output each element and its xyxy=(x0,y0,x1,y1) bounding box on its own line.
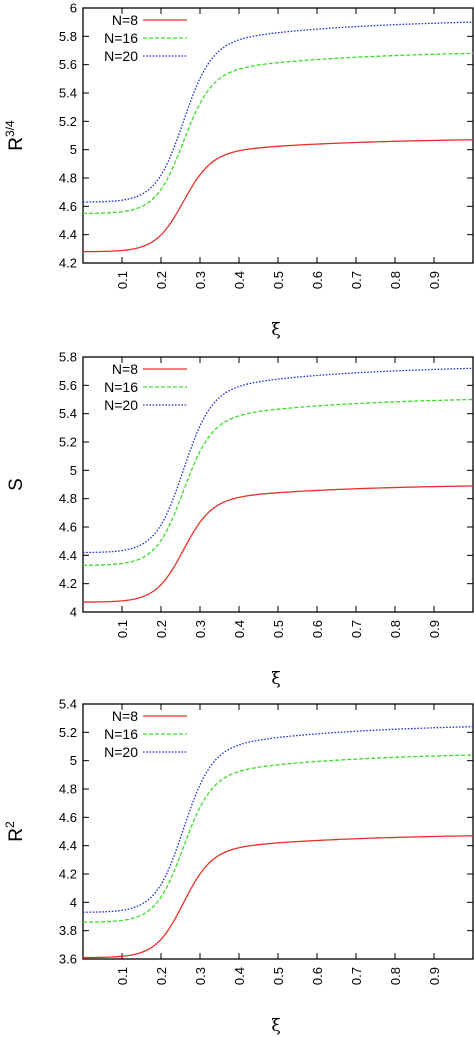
x-tick-label: 0.7 xyxy=(349,967,364,985)
x-tick-label: 0.5 xyxy=(271,967,286,985)
y-tick-label: 5.2 xyxy=(59,725,77,740)
y-tick-label: 4.6 xyxy=(59,520,77,535)
series-line-n8 xyxy=(82,139,474,253)
plot-frame xyxy=(82,7,474,264)
series-line-n20 xyxy=(82,367,474,554)
y-tick-label: 4.6 xyxy=(59,199,77,214)
y-tick-label: 5 xyxy=(70,142,77,157)
legend-label: N=8 xyxy=(112,12,138,28)
y-tick-label: 4 xyxy=(70,895,77,910)
legend-label: N=20 xyxy=(104,744,138,760)
legend-label: N=16 xyxy=(104,726,138,742)
legend-label: N=8 xyxy=(112,361,138,377)
y-tick-label: 5.2 xyxy=(59,114,77,129)
x-tick-label: 0.3 xyxy=(193,271,208,289)
y-tick-label: 4.8 xyxy=(59,782,77,797)
chart-panel-3: 3.6 3.8 4 4.2 4.4 4.6 4.8 5 5.2 5.4 0.1 0.2 0.3 0.4 0.… xyxy=(3,697,474,1036)
series-line-n20 xyxy=(82,21,474,203)
y-tick-label: 5.4 xyxy=(59,697,77,712)
x-tick-label: 0.6 xyxy=(310,620,325,638)
series-line-n8 xyxy=(82,835,474,959)
x-tick-label: 0.4 xyxy=(232,967,247,985)
x-tick-label: 0.8 xyxy=(388,620,403,638)
y-tick-label: 3.6 xyxy=(59,952,77,967)
y-axis-label-main: R xyxy=(6,828,27,842)
x-tick-label: 0.9 xyxy=(427,271,442,289)
x-axis-label: ξ xyxy=(271,669,280,689)
y-tick-label: 4 xyxy=(70,605,77,620)
plot-frame xyxy=(82,703,474,960)
x-axis-label: ξ xyxy=(271,1016,280,1036)
y-tick-label: 5.8 xyxy=(59,350,77,365)
legend-label: N=16 xyxy=(104,379,138,395)
y-axis-label: R2 xyxy=(3,821,27,842)
legend-label: N=8 xyxy=(112,708,138,724)
y-tick-label: 4.2 xyxy=(59,256,77,271)
series-line-n16 xyxy=(82,754,474,923)
series-line-n8 xyxy=(82,485,474,603)
x-tick-label: 0.4 xyxy=(232,271,247,289)
series-line-n16 xyxy=(82,398,474,566)
y-axis-label-superscript: 3/4 xyxy=(3,120,17,137)
y-tick-label: 5.2 xyxy=(59,435,77,450)
x-tick-label: 0.7 xyxy=(349,620,364,638)
y-tick-label: 5.4 xyxy=(59,86,77,101)
x-tick-label: 0.9 xyxy=(427,620,442,638)
x-tick-label: 0.3 xyxy=(193,967,208,985)
y-tick-label: 5.8 xyxy=(59,29,77,44)
series-line-n16 xyxy=(82,52,474,215)
y-tick-label: 4.4 xyxy=(59,838,77,853)
y-tick-label: 4.2 xyxy=(59,576,77,591)
legend-label: N=20 xyxy=(104,48,138,64)
y-tick-label: 4.2 xyxy=(59,867,77,882)
y-tick-label: 5 xyxy=(70,463,77,478)
x-tick-label: 0.5 xyxy=(271,620,286,638)
x-tick-label: 0.8 xyxy=(388,967,403,985)
x-tick-label: 0.5 xyxy=(271,271,286,289)
plot-frame xyxy=(82,356,474,613)
x-tick-label: 0.1 xyxy=(115,271,130,289)
y-tick-label: 4.4 xyxy=(59,548,77,563)
y-tick-label: 3.8 xyxy=(59,923,77,938)
legend-label: N=16 xyxy=(104,30,138,46)
y-axis-label-main: R xyxy=(6,137,27,151)
x-tick-label: 0.7 xyxy=(349,271,364,289)
x-tick-label: 0.4 xyxy=(232,620,247,638)
y-tick-label: 5.6 xyxy=(59,57,77,72)
x-tick-label: 0.2 xyxy=(154,620,169,638)
x-tick-label: 0.2 xyxy=(154,967,169,985)
y-axis-label-superscript: 2 xyxy=(3,821,17,828)
y-axis-label: S xyxy=(6,478,27,491)
y-tick-label: 6 xyxy=(70,1,77,16)
y-tick-label: 4.8 xyxy=(59,491,77,506)
y-axis-label: R3/4 xyxy=(3,120,27,151)
chart-panel-1: 4.2 4.4 4.6 4.8 5 5.2 5.4 5.6 5.8 6 0.1 0.2 0.3 0.4 0.… xyxy=(3,1,474,340)
x-tick-label: 0.1 xyxy=(115,620,130,638)
y-tick-label: 5.4 xyxy=(59,406,77,421)
y-tick-label: 5 xyxy=(70,753,77,768)
x-tick-label: 0.1 xyxy=(115,967,130,985)
y-tick-label: 4.4 xyxy=(59,227,77,242)
x-tick-label: 0.8 xyxy=(388,271,403,289)
x-tick-label: 0.3 xyxy=(193,620,208,638)
y-axis-label-main: S xyxy=(6,478,27,491)
y-tick-label: 4.8 xyxy=(59,171,77,186)
legend-label: N=20 xyxy=(104,397,138,413)
chart-panel-2: 4 4.2 4.4 4.6 4.8 5 5.2 5.4 5.6 5.8 0.1 0.2 0.3 0.4 0.… xyxy=(6,350,474,689)
y-tick-label: 5.6 xyxy=(59,378,77,393)
x-tick-label: 0.9 xyxy=(427,967,442,985)
x-tick-label: 0.2 xyxy=(154,271,169,289)
series-line-n20 xyxy=(82,726,474,913)
x-axis-label: ξ xyxy=(271,320,280,340)
x-tick-label: 0.6 xyxy=(310,967,325,985)
y-tick-label: 4.6 xyxy=(59,810,77,825)
x-tick-label: 0.6 xyxy=(310,271,325,289)
